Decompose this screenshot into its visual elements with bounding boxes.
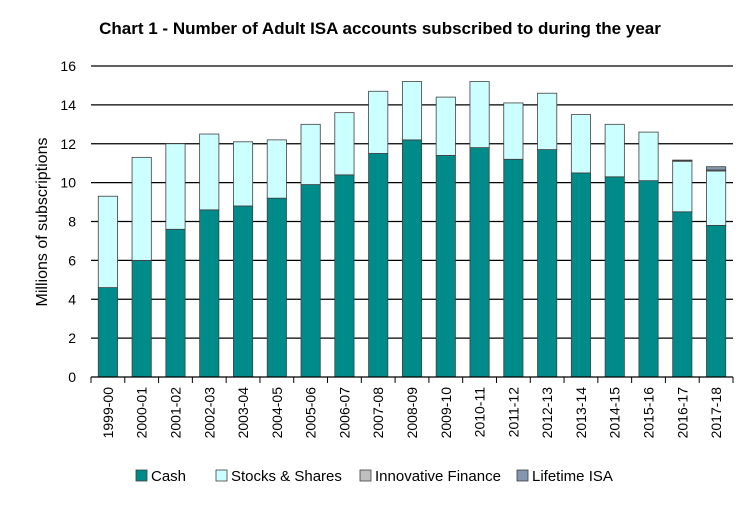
- bar-lifetime-isa-2017-18: [706, 166, 727, 171]
- y-tick-label: 10: [60, 175, 76, 191]
- bar-stocks-shares-2016-17: [672, 160, 693, 213]
- x-tick-label: 2007-08: [370, 387, 386, 439]
- bar-cash-2011-12: [503, 158, 524, 378]
- bar-cash-2000-01: [131, 259, 152, 378]
- bar-cash-2004-05: [266, 197, 287, 378]
- bar-stocks-shares-2015-16: [638, 131, 659, 182]
- x-tick-label: 2004-05: [269, 387, 285, 439]
- bar-stocks-shares-2002-03: [199, 133, 220, 211]
- legend-label: Innovative Finance: [375, 468, 501, 485]
- bar-stocks-shares-2009-10: [435, 96, 456, 156]
- bar-cash-2014-15: [604, 176, 625, 378]
- bar-stocks-shares-2014-15: [604, 123, 625, 178]
- x-tick-label: 2015-16: [641, 387, 657, 439]
- legend-label: Lifetime ISA: [532, 468, 613, 485]
- y-tick-label: 4: [68, 291, 76, 307]
- x-tick-label: 2002-03: [201, 387, 217, 439]
- legend-swatch: [135, 469, 148, 482]
- x-axis-ticks: 1999-00 2000-01 2001-02 2002-03 2003-04 2004-…: [100, 387, 724, 439]
- bar-cash-2016-17: [672, 211, 693, 378]
- y-tick-label: 16: [60, 58, 76, 74]
- y-axis-ticks: 0 2 4 6 8 10 12 14 16: [60, 58, 76, 385]
- legend-swatch: [359, 469, 372, 482]
- x-tick-label: 2000-01: [134, 387, 150, 439]
- x-tick-label: 2010-11: [472, 387, 488, 438]
- legend: Cash Stocks & Shares Innovative Finance Lif…: [135, 468, 613, 485]
- legend-swatch: [215, 469, 228, 482]
- legend-label: Cash: [151, 468, 186, 485]
- bar-stocks-shares-2017-18: [706, 170, 727, 226]
- bar-cash-2010-11: [469, 147, 490, 378]
- x-tick-label: 2008-09: [404, 387, 420, 439]
- y-tick-label: 6: [68, 252, 76, 268]
- bar-lifetime-isa-2016-17: [672, 159, 693, 162]
- bar-cash-2009-10: [435, 155, 456, 378]
- x-tick-label: 2001-02: [167, 387, 183, 439]
- y-tick-label: 12: [60, 136, 76, 152]
- bar-stocks-shares-1999-00: [97, 195, 118, 288]
- x-axis: [90, 376, 734, 383]
- x-tick-label: 2003-04: [235, 387, 251, 439]
- bar-stocks-shares-2003-04: [233, 141, 254, 207]
- bar-cash-2001-02: [165, 228, 186, 378]
- bar-cash-2005-06: [300, 184, 321, 378]
- x-tick-label: 2011-12: [505, 387, 521, 438]
- bars: [97, 81, 727, 378]
- x-tick-label: 2009-10: [438, 387, 454, 439]
- bar-stocks-shares-2008-09: [401, 81, 423, 141]
- bar-cash-2003-04: [233, 205, 254, 378]
- bar-cash-2017-18: [706, 224, 727, 378]
- y-tick-label: 0: [68, 369, 76, 385]
- bar-cash-2013-14: [570, 172, 591, 378]
- bar-stocks-shares-2007-08: [368, 90, 389, 154]
- x-tick-label: 2005-06: [303, 387, 319, 439]
- x-tick-label: 2006-07: [336, 387, 352, 439]
- bar-stocks-shares-2004-05: [266, 139, 287, 199]
- x-tick-label: 2013-14: [573, 387, 589, 439]
- chart-title: Chart 1 - Number of Adult ISA accounts s…: [99, 19, 661, 38]
- bar-stocks-shares-2012-13: [537, 92, 558, 150]
- bar-stocks-shares-2013-14: [570, 114, 591, 174]
- x-tick-label: 1999-00: [100, 387, 116, 439]
- y-axis-label: Millions of subscriptions: [34, 138, 51, 307]
- legend-label: Stocks & Shares: [231, 468, 342, 485]
- x-tick-label: 2017-18: [708, 387, 724, 439]
- bar-stocks-shares-2010-11: [469, 81, 490, 149]
- bar-stocks-shares-2000-01: [131, 156, 152, 261]
- bar-cash-2012-13: [537, 149, 558, 378]
- bar-stocks-shares-2005-06: [300, 123, 321, 185]
- bar-cash-2006-07: [334, 174, 355, 378]
- x-tick-label: 2012-13: [539, 387, 555, 439]
- y-tick-label: 14: [60, 97, 76, 113]
- bar-stocks-shares-2011-12: [503, 102, 524, 160]
- bar-cash-2007-08: [368, 153, 389, 378]
- y-tick-label: 2: [68, 330, 76, 346]
- bar-cash-1999-00: [97, 287, 118, 378]
- bar-stocks-shares-2001-02: [165, 143, 186, 230]
- bar-stocks-shares-2006-07: [334, 112, 355, 176]
- legend-swatch: [516, 469, 529, 482]
- y-tick-label: 8: [68, 214, 76, 230]
- bar-cash-2008-09: [401, 139, 423, 378]
- x-tick-label: 2016-17: [674, 387, 690, 439]
- bar-cash-2015-16: [638, 180, 659, 378]
- bar-cash-2002-03: [199, 209, 220, 378]
- x-tick-label: 2014-15: [607, 387, 623, 439]
